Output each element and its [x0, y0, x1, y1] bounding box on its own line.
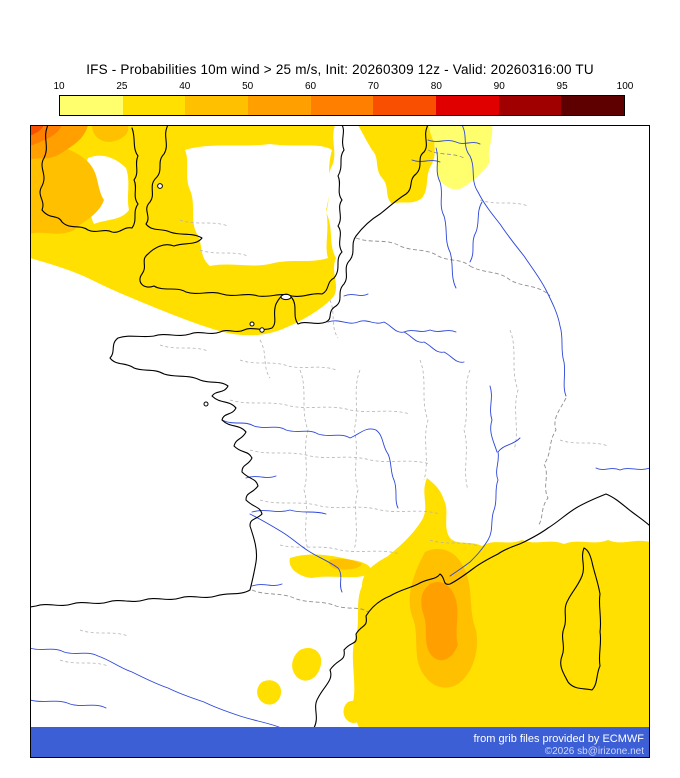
river-ebro: [30, 647, 309, 741]
river-saone: [489, 385, 498, 453]
scale-segment: [498, 96, 562, 115]
prob-region-northsea-pale: [428, 125, 493, 190]
coast-corsica: [560, 547, 602, 691]
prob-spot-catalonia-1: [292, 647, 322, 681]
coastlines: [30, 125, 650, 758]
footer-credit-ecmwf: from grib files provided by ECMWF: [473, 733, 644, 745]
scale-segment: [122, 96, 186, 115]
coast-mediterranean: [309, 493, 650, 758]
footer-bar: [30, 727, 650, 758]
prob-region-ireland-orange: [30, 145, 104, 234]
island-wight: [280, 293, 292, 301]
page-title: IFS - Probabilities 10m wind > 25 m/s, I…: [86, 62, 594, 77]
river-maas-delta: [427, 139, 481, 145]
scale-tick-label: 10: [53, 81, 65, 92]
prob-region-mediterranean: [352, 478, 650, 757]
river-seine: [327, 320, 465, 363]
island-anglesey: [157, 183, 163, 189]
scale-tick-label: 60: [304, 81, 317, 92]
river-rhine: [461, 125, 567, 397]
footer-credit-copyright: ©2026 sb@irizone.net: [545, 746, 644, 757]
river-dordogne: [251, 509, 327, 515]
prob-spot-catalonia-2: [257, 680, 282, 705]
probability-color-scale: 10 25 40 50 60 70 80 90 95 100: [53, 81, 633, 116]
river-rhone: [449, 437, 521, 577]
prob-region-med-inner: [421, 581, 458, 661]
prob-region-corner-red: [30, 125, 44, 136]
coast-great-britain: [139, 125, 345, 297]
river-adour: [251, 583, 283, 587]
scale-tick-label: 25: [116, 81, 128, 92]
prob-spot-ireland-top: [92, 125, 129, 142]
coast-ireland: [39, 125, 139, 233]
island-jersey: [259, 327, 265, 333]
scale-segment: [248, 96, 311, 115]
rivers: [30, 125, 650, 741]
probability-shading: [30, 125, 650, 757]
river-meuse: [435, 147, 457, 289]
scale-tick-label: 50: [242, 81, 254, 92]
coast-continent-atlantic: [30, 125, 429, 608]
map-frame: [30, 125, 650, 758]
river-moselle: [469, 201, 483, 263]
scale-tick-label: 80: [430, 81, 442, 92]
admin-borders: [59, 149, 609, 667]
scale-segment: [310, 96, 374, 115]
island-guernsey: [249, 321, 255, 327]
scale-segment: [436, 96, 499, 115]
scale-bar: [59, 95, 625, 116]
river-garonne: [249, 513, 343, 593]
scale-segment: [185, 96, 249, 115]
river-loire: [221, 419, 399, 509]
river-po: [595, 467, 650, 471]
map-hole-england: [185, 144, 332, 266]
scale-tick-label: 100: [616, 81, 634, 92]
footer: from grib files provided by ECMWF ©2026 …: [30, 727, 650, 758]
river-somme: [343, 293, 369, 297]
river-scheldt: [411, 159, 441, 163]
scale-segment: [373, 96, 437, 115]
scale-tick-label: 90: [493, 81, 505, 92]
scale-tick-label: 95: [556, 81, 568, 92]
scale-tick-label: 70: [367, 81, 379, 92]
river-duero: [30, 699, 107, 709]
scale-tick-label: 40: [179, 81, 191, 92]
scale-ticks: 10 25 40 50 60 70 80 90 95 100: [53, 81, 633, 94]
prob-spot-south-3: [343, 700, 365, 723]
prob-region-northsea: [358, 125, 435, 204]
scale-segment: [561, 96, 625, 115]
island-belle-ile: [203, 401, 209, 407]
scale-segment: [60, 96, 123, 115]
river-marne: [403, 329, 457, 333]
